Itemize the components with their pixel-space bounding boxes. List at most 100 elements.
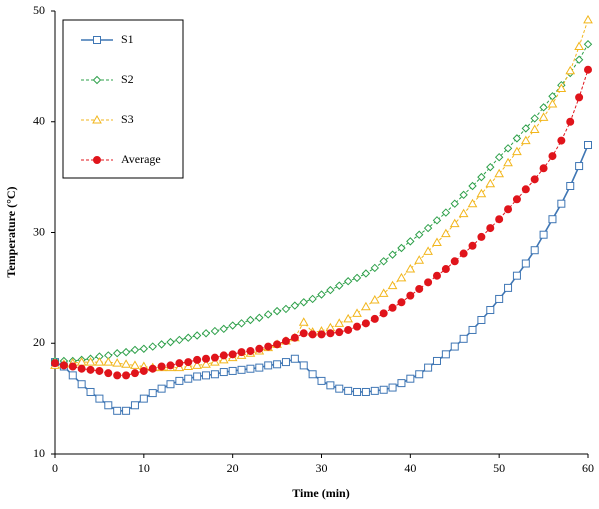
marker [93, 156, 101, 164]
marker [298, 317, 309, 326]
marker [92, 75, 102, 85]
legend-label: S1 [121, 32, 134, 46]
marker [583, 14, 593, 24]
marker [458, 208, 469, 218]
series [51, 141, 592, 415]
marker [94, 357, 105, 366]
marker [219, 324, 228, 334]
marker [85, 357, 96, 366]
marker [476, 188, 487, 198]
marker [459, 334, 468, 343]
marker [290, 301, 300, 310]
marker [477, 315, 486, 324]
y-axis-title: Temperature (°C) [4, 186, 18, 277]
marker [201, 329, 211, 338]
marker [246, 347, 255, 356]
marker [539, 103, 548, 112]
marker [379, 257, 388, 266]
marker [51, 359, 59, 368]
marker [405, 264, 416, 273]
marker [103, 357, 114, 366]
marker [299, 298, 308, 307]
marker [450, 257, 459, 266]
marker [504, 283, 513, 292]
marker [77, 364, 86, 373]
marker [477, 172, 486, 182]
marker [512, 271, 521, 280]
marker [565, 65, 576, 75]
y-tick-label: 30 [33, 224, 45, 238]
marker [432, 271, 441, 280]
marker [130, 345, 140, 355]
marker [504, 205, 513, 214]
marker [95, 366, 104, 375]
marker [334, 318, 345, 327]
marker [104, 401, 113, 410]
legend-box [62, 19, 184, 179]
marker [485, 178, 496, 188]
marker [503, 144, 513, 153]
marker [432, 216, 442, 225]
marker [148, 389, 157, 398]
marker [424, 278, 433, 287]
marker [406, 237, 415, 246]
marker [387, 280, 398, 290]
marker [326, 285, 335, 295]
marker [308, 370, 317, 379]
marker [166, 361, 175, 370]
marker [370, 386, 379, 395]
marker [361, 319, 370, 328]
marker [415, 284, 424, 293]
marker [344, 386, 353, 395]
marker [361, 269, 371, 278]
marker [486, 162, 495, 172]
marker [575, 93, 584, 102]
marker [467, 198, 478, 208]
marker [121, 347, 131, 357]
marker [290, 333, 299, 342]
marker [495, 294, 504, 303]
marker [530, 175, 539, 184]
marker [424, 363, 433, 372]
marker [92, 114, 102, 124]
x-tick-label: 30 [316, 461, 328, 475]
marker [397, 379, 406, 388]
marker [157, 340, 166, 349]
legend-label: Average [121, 152, 161, 166]
marker [281, 358, 290, 367]
marker [468, 241, 477, 250]
marker [494, 168, 505, 178]
marker [202, 371, 211, 380]
marker [246, 315, 255, 325]
marker [237, 319, 246, 328]
marker [148, 364, 157, 373]
marker [139, 344, 149, 353]
marker [290, 354, 299, 363]
marker [529, 124, 540, 134]
marker [193, 355, 202, 364]
marker [468, 181, 477, 191]
marker [406, 291, 415, 300]
marker [308, 330, 317, 339]
marker [157, 384, 166, 393]
marker [86, 387, 95, 396]
marker [175, 376, 184, 385]
marker [210, 370, 219, 379]
marker [530, 114, 539, 123]
marker [388, 383, 397, 392]
marker [237, 348, 246, 357]
y-tick-label: 20 [33, 335, 45, 349]
marker [210, 326, 220, 336]
marker [423, 223, 433, 233]
marker [77, 380, 86, 389]
marker [68, 362, 77, 371]
marker [379, 309, 388, 318]
marker [86, 365, 95, 374]
marker [335, 281, 344, 290]
marker [219, 351, 228, 360]
marker [415, 370, 424, 379]
marker [406, 374, 415, 383]
legend-label: S2 [121, 72, 134, 86]
marker [557, 199, 566, 208]
